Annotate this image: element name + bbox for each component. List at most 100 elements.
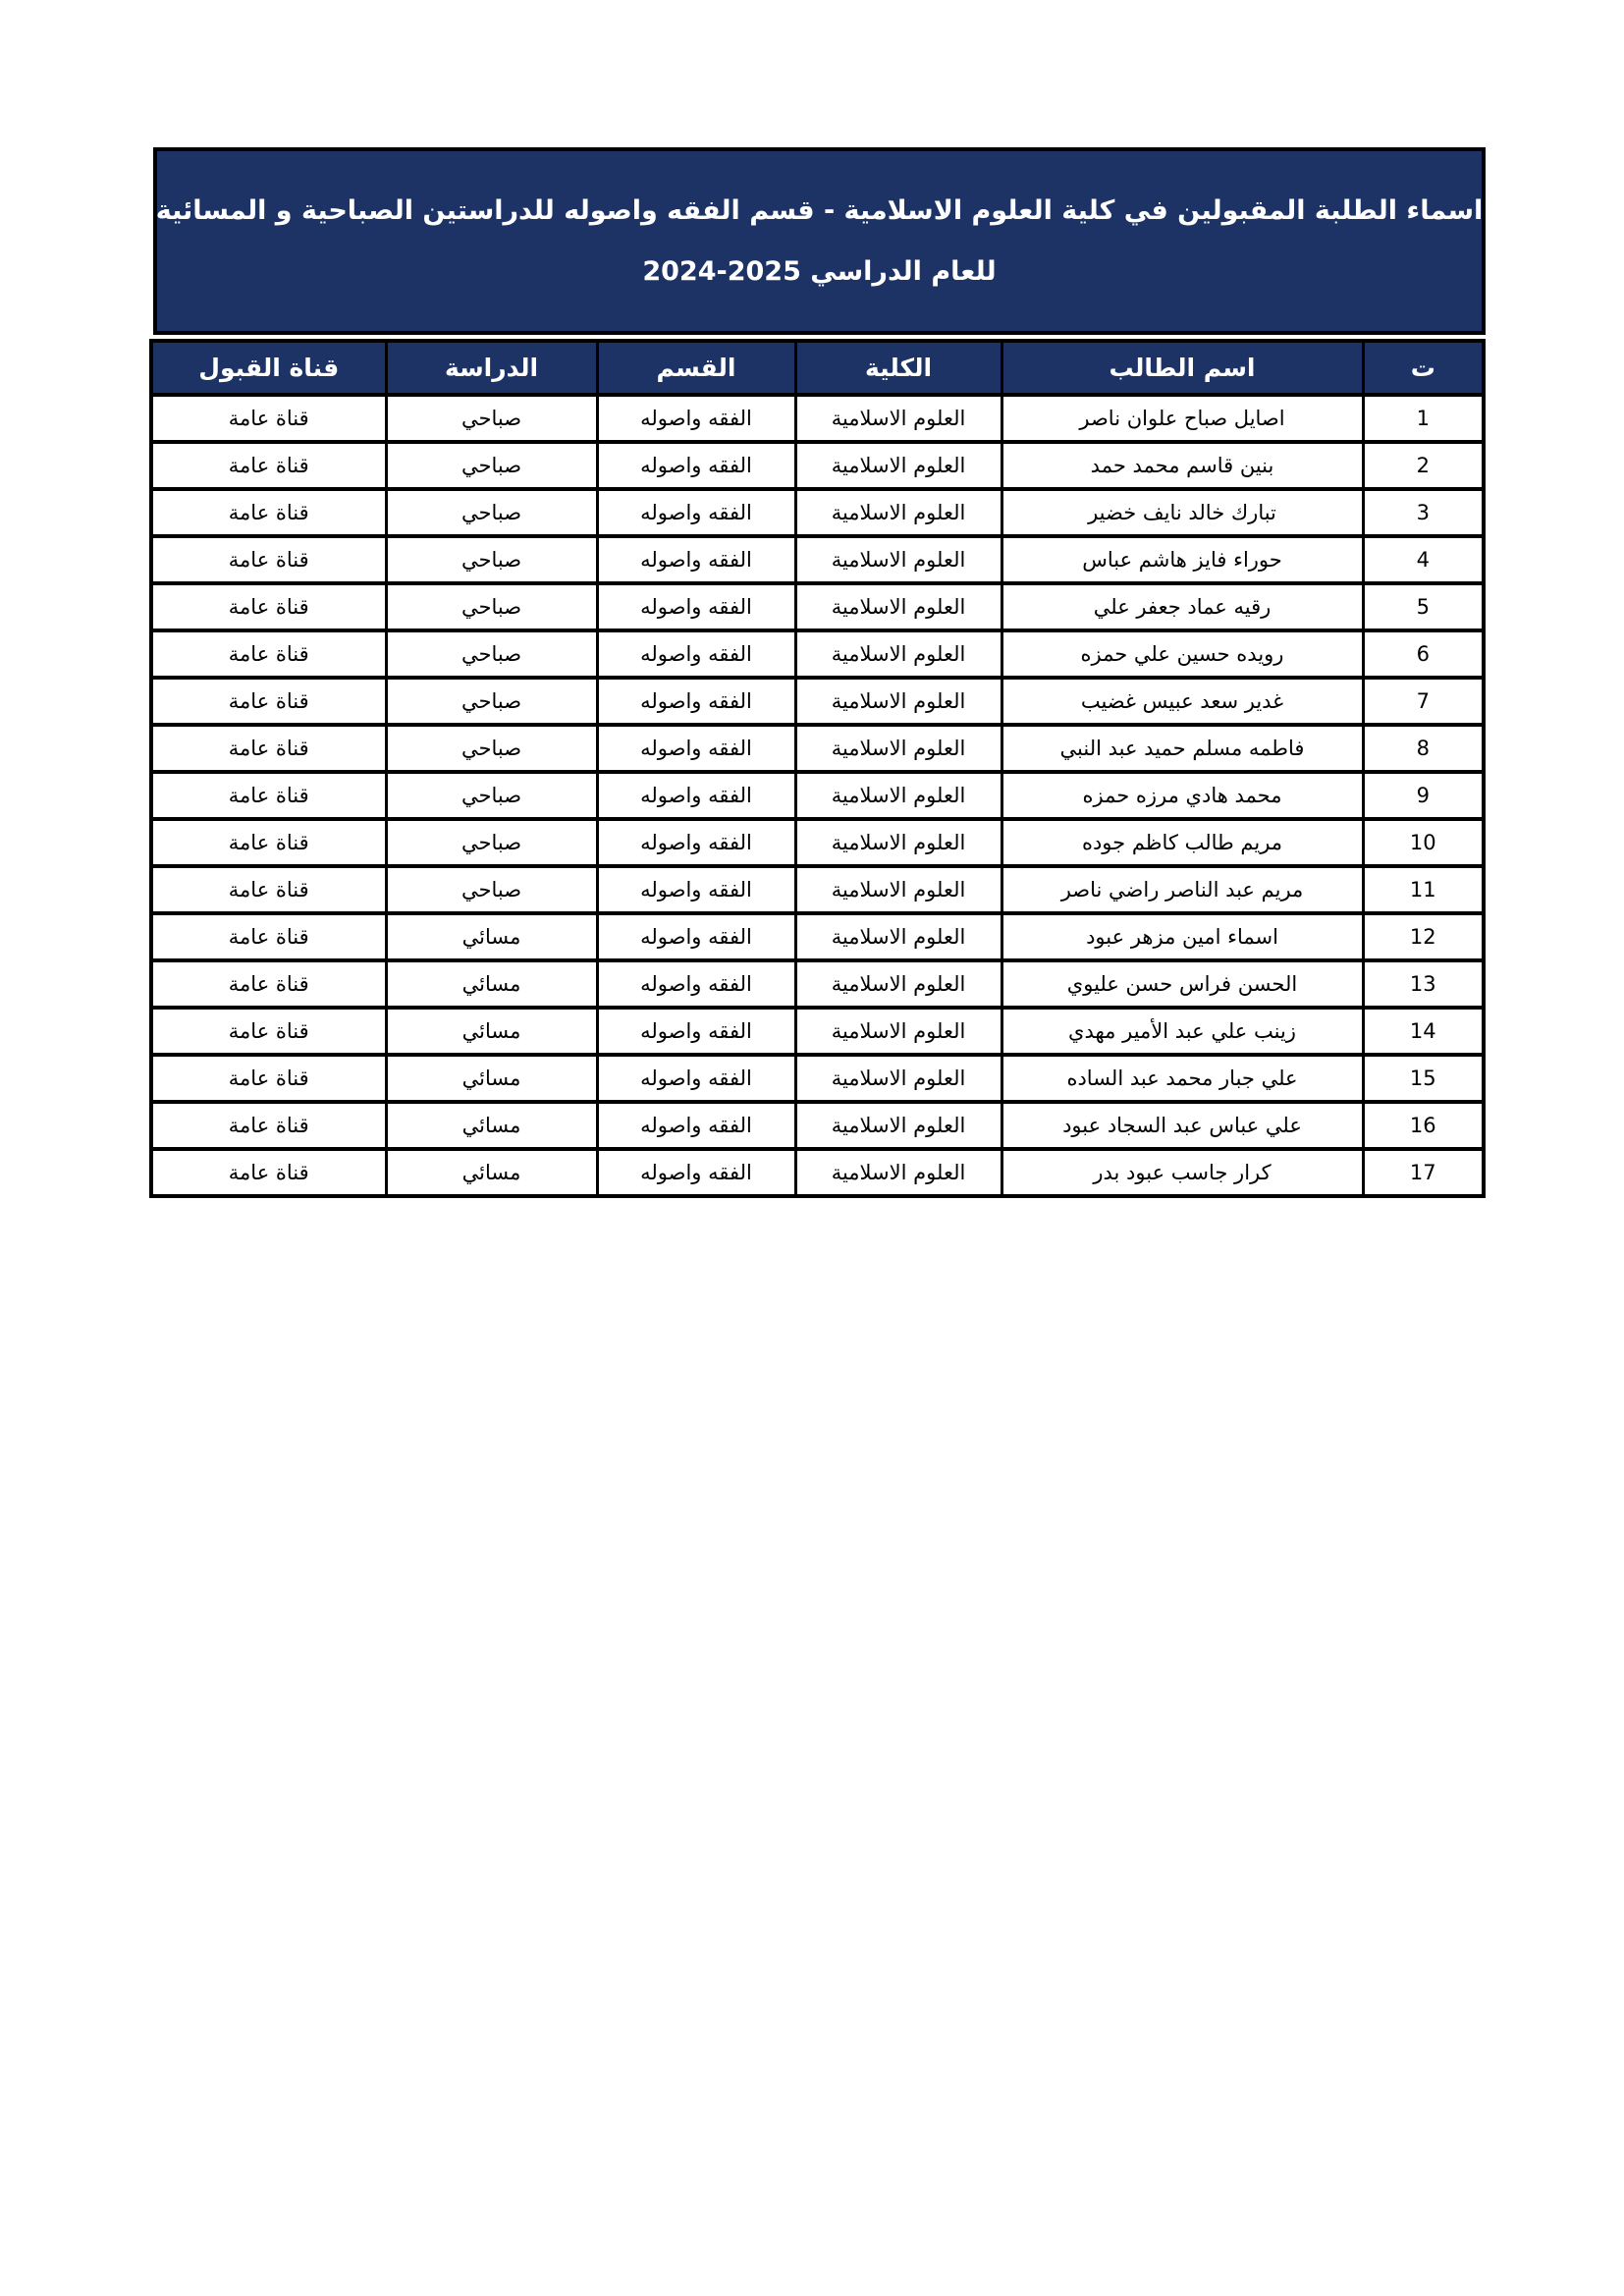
cell-number: 13 — [1361, 958, 1486, 1010]
cell-department: الفقه واصوله — [595, 770, 797, 821]
table-row: 14 زينب علي عبد الأمير مهدي العلوم الاسل… — [149, 1006, 1486, 1057]
cell-college: العلوم الاسلامية — [793, 629, 1003, 680]
cell-study-type: صباحي — [384, 440, 599, 491]
header-number: ت — [1361, 339, 1486, 397]
table-row: 1 اصايل صباح علوان ناصر العلوم الاسلامية… — [149, 393, 1486, 444]
cell-department: الفقه واصوله — [595, 958, 797, 1010]
cell-number: 17 — [1361, 1147, 1486, 1198]
cell-college: العلوم الاسلامية — [793, 911, 1003, 962]
header-admission-channel: قناة القبول — [149, 339, 388, 397]
cell-admission-channel: قناة عامة — [149, 770, 388, 821]
header-college: الكلية — [793, 339, 1003, 397]
banner-table-gap — [153, 335, 1486, 339]
cell-department: الفقه واصوله — [595, 864, 797, 915]
cell-number: 7 — [1361, 676, 1486, 727]
cell-department: الفقه واصوله — [595, 440, 797, 491]
cell-department: الفقه واصوله — [595, 393, 797, 444]
cell-study-type: صباحي — [384, 817, 599, 868]
students-table: ت اسم الطالب الكلية القسم الدراسة قناة ا… — [149, 339, 1486, 1198]
cell-number: 11 — [1361, 864, 1486, 915]
cell-department: الفقه واصوله — [595, 723, 797, 774]
cell-study-type: مسائي — [384, 1147, 599, 1198]
table-row: 5 رقيه عماد جعفر علي العلوم الاسلامية ال… — [149, 581, 1486, 632]
cell-study-type: صباحي — [384, 581, 599, 632]
cell-admission-channel: قناة عامة — [149, 393, 388, 444]
cell-study-type: صباحي — [384, 534, 599, 585]
cell-department: الفقه واصوله — [595, 1053, 797, 1104]
cell-student-name: كرار جاسب عبود بدر — [1000, 1147, 1365, 1198]
cell-department: الفقه واصوله — [595, 629, 797, 680]
cell-admission-channel: قناة عامة — [149, 723, 388, 774]
cell-study-type: مسائي — [384, 1053, 599, 1104]
cell-number: 15 — [1361, 1053, 1486, 1104]
cell-college: العلوم الاسلامية — [793, 864, 1003, 915]
cell-study-type: مسائي — [384, 1006, 599, 1057]
cell-student-name: مريم طالب كاظم جوده — [1000, 817, 1365, 868]
cell-number: 4 — [1361, 534, 1486, 585]
header-department: القسم — [595, 339, 797, 397]
cell-study-type: صباحي — [384, 487, 599, 538]
cell-study-type: مسائي — [384, 911, 599, 962]
cell-student-name: رقيه عماد جعفر علي — [1000, 581, 1365, 632]
cell-student-name: محمد هادي مرزه حمزه — [1000, 770, 1365, 821]
cell-student-name: حوراء فايز هاشم عباس — [1000, 534, 1365, 585]
cell-number: 6 — [1361, 629, 1486, 680]
cell-student-name: زينب علي عبد الأمير مهدي — [1000, 1006, 1365, 1057]
cell-admission-channel: قناة عامة — [149, 629, 388, 680]
cell-student-name: الحسن فراس حسن عليوي — [1000, 958, 1365, 1010]
table-row: 3 تبارك خالد نايف خضير العلوم الاسلامية … — [149, 487, 1486, 538]
cell-admission-channel: قناة عامة — [149, 581, 388, 632]
cell-department: الفقه واصوله — [595, 487, 797, 538]
cell-number: 10 — [1361, 817, 1486, 868]
table-row: 11 مريم عبد الناصر راضي ناصر العلوم الاس… — [149, 864, 1486, 915]
cell-department: الفقه واصوله — [595, 911, 797, 962]
cell-student-name: علي عباس عبد السجاد عبود — [1000, 1100, 1365, 1151]
cell-student-name: مريم عبد الناصر راضي ناصر — [1000, 864, 1365, 915]
cell-department: الفقه واصوله — [595, 534, 797, 585]
cell-college: العلوم الاسلامية — [793, 393, 1003, 444]
cell-number: 14 — [1361, 1006, 1486, 1057]
cell-student-name: اصايل صباح علوان ناصر — [1000, 393, 1365, 444]
cell-admission-channel: قناة عامة — [149, 676, 388, 727]
cell-student-name: فاطمه مسلم حميد عبد النبي — [1000, 723, 1365, 774]
cell-department: الفقه واصوله — [595, 1100, 797, 1151]
header-student-name: اسم الطالب — [1000, 339, 1365, 397]
cell-study-type: صباحي — [384, 723, 599, 774]
table-row: 6 رويده حسين علي حمزه العلوم الاسلامية ا… — [149, 629, 1486, 680]
cell-admission-channel: قناة عامة — [149, 487, 388, 538]
cell-college: العلوم الاسلامية — [793, 487, 1003, 538]
cell-admission-channel: قناة عامة — [149, 1006, 388, 1057]
table-row: 7 غدير سعد عبيس غضيب العلوم الاسلامية ال… — [149, 676, 1486, 727]
cell-student-name: غدير سعد عبيس غضيب — [1000, 676, 1365, 727]
cell-study-type: صباحي — [384, 629, 599, 680]
table-row: 9 محمد هادي مرزه حمزه العلوم الاسلامية ا… — [149, 770, 1486, 821]
cell-number: 2 — [1361, 440, 1486, 491]
cell-number: 1 — [1361, 393, 1486, 444]
cell-study-type: صباحي — [384, 393, 599, 444]
table-row: 10 مريم طالب كاظم جوده العلوم الاسلامية … — [149, 817, 1486, 868]
cell-admission-channel: قناة عامة — [149, 440, 388, 491]
table-body: 1 اصايل صباح علوان ناصر العلوم الاسلامية… — [149, 393, 1486, 1198]
cell-admission-channel: قناة عامة — [149, 1100, 388, 1151]
table-row: 17 كرار جاسب عبود بدر العلوم الاسلامية ا… — [149, 1147, 1486, 1198]
cell-study-type: صباحي — [384, 770, 599, 821]
admission-list: اسماء الطلبة المقبولين في كلية العلوم ال… — [149, 147, 1486, 1198]
cell-number: 9 — [1361, 770, 1486, 821]
cell-study-type: مسائي — [384, 1100, 599, 1151]
cell-department: الفقه واصوله — [595, 581, 797, 632]
cell-number: 3 — [1361, 487, 1486, 538]
cell-college: العلوم الاسلامية — [793, 958, 1003, 1010]
table-header-row: ت اسم الطالب الكلية القسم الدراسة قناة ا… — [149, 339, 1486, 397]
cell-student-name: اسماء امين مزهر عبود — [1000, 911, 1365, 962]
table-row: 16 علي عباس عبد السجاد عبود العلوم الاسل… — [149, 1100, 1486, 1151]
cell-department: الفقه واصوله — [595, 1147, 797, 1198]
cell-department: الفقه واصوله — [595, 1006, 797, 1057]
cell-college: العلوم الاسلامية — [793, 1147, 1003, 1198]
cell-college: العلوم الاسلامية — [793, 1100, 1003, 1151]
cell-admission-channel: قناة عامة — [149, 1053, 388, 1104]
title-banner: اسماء الطلبة المقبولين في كلية العلوم ال… — [153, 147, 1486, 335]
table-row: 13 الحسن فراس حسن عليوي العلوم الاسلامية… — [149, 958, 1486, 1010]
cell-admission-channel: قناة عامة — [149, 864, 388, 915]
document-title-line1: اسماء الطلبة المقبولين في كلية العلوم ال… — [155, 194, 1484, 226]
